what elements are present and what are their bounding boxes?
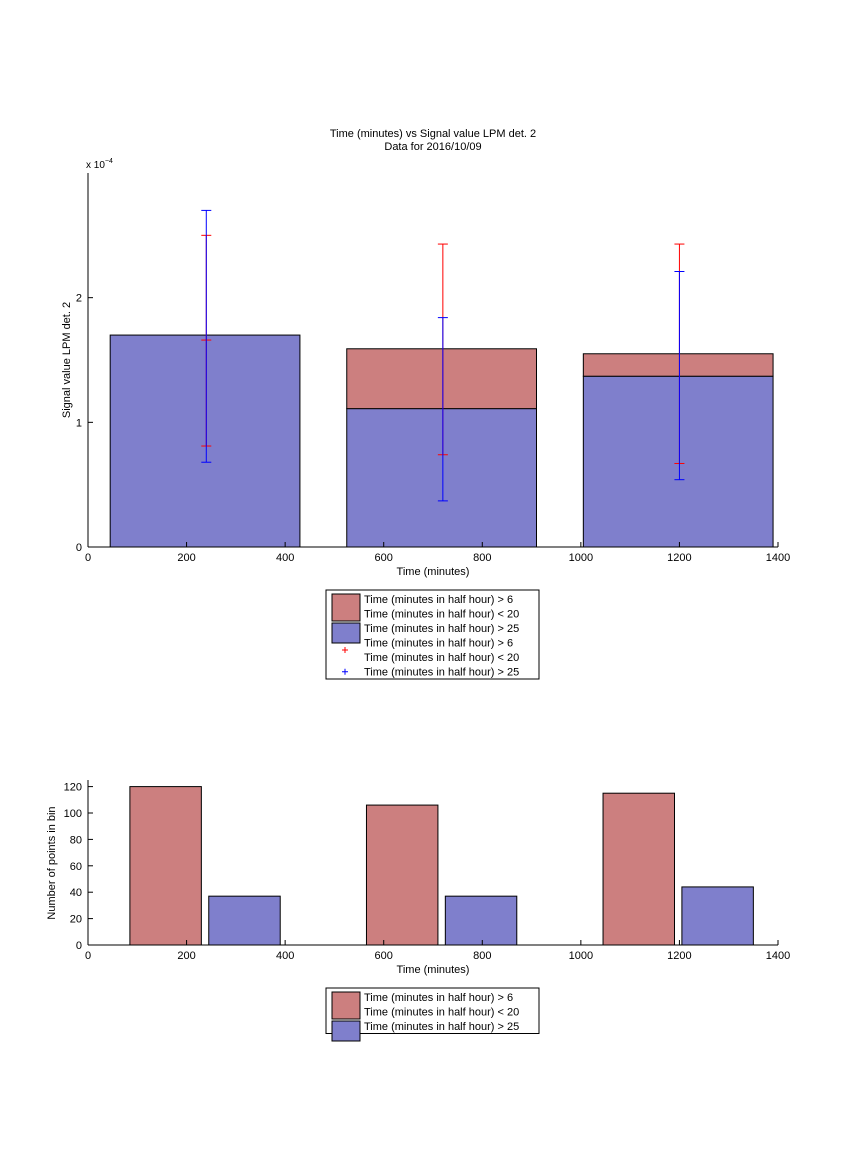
blue-legend-swatch	[331, 622, 361, 644]
legend-label: Time (minutes in half hour) < 20	[364, 652, 519, 664]
y-tick-label: 80	[70, 834, 82, 846]
legend-label: Time (minutes in half hour) > 6	[364, 992, 513, 1004]
x-tick-label: 0	[85, 552, 91, 564]
y-tick-label: 100	[64, 808, 82, 820]
blue-bar	[109, 334, 301, 548]
blue-bar	[681, 886, 754, 946]
blue-bar	[444, 895, 518, 946]
y-exponent-power: −4	[105, 158, 113, 165]
x-tick-label: 600	[375, 552, 393, 564]
x-tick-label: 1000	[569, 950, 593, 962]
red-legend-swatch	[331, 593, 361, 622]
y-tick-label: 2	[76, 293, 82, 305]
y-tick-label: 60	[70, 861, 82, 873]
chart-subtitle: Data for 2016/10/09	[384, 141, 481, 153]
red-legend-swatch	[331, 991, 361, 1020]
legend-label: Time (minutes in half hour) > 25	[364, 667, 519, 679]
y-exponent-base: x 10	[86, 160, 105, 171]
blue-bar	[208, 895, 281, 946]
x-tick-label: 800	[473, 552, 491, 564]
x-tick-label: 1200	[667, 552, 691, 564]
x-axis-label: Time (minutes)	[397, 566, 470, 578]
blue-bar	[582, 375, 774, 548]
y-tick-label: 1	[76, 417, 82, 429]
x-tick-label: 200	[177, 950, 195, 962]
chart-title: Time (minutes) vs Signal value LPM det. …	[330, 128, 536, 140]
x-tick-label: 600	[375, 950, 393, 962]
red-bar	[602, 792, 675, 946]
legend-label: Time (minutes in half hour) < 20	[364, 609, 519, 621]
y-exponent-label: x 10−4	[86, 158, 113, 171]
x-tick-label: 400	[276, 950, 294, 962]
legend-box	[325, 987, 540, 1034]
x-tick-label: 400	[276, 552, 294, 564]
x-tick-label: 1400	[766, 552, 790, 564]
legend-label: Time (minutes in half hour) > 6	[364, 638, 513, 650]
legend-label: Time (minutes in half hour) > 6	[364, 594, 513, 606]
legend-label: Time (minutes in half hour) > 25	[364, 1021, 519, 1033]
x-tick-label: 0	[85, 950, 91, 962]
legend-label: Time (minutes in half hour) < 20	[364, 1007, 519, 1019]
red-bar	[129, 786, 202, 946]
blue-bar	[346, 408, 537, 548]
legend-box	[325, 589, 540, 680]
signal-chart: Time (minutes) vs Signal value LPM det. …	[61, 128, 790, 680]
y-tick-label: 40	[70, 887, 82, 899]
y-tick-label: 20	[70, 914, 82, 926]
x-tick-label: 800	[473, 950, 491, 962]
y-axis-label: Number of points in bin	[46, 806, 58, 919]
red-bar	[582, 353, 774, 377]
y-tick-label: 0	[76, 542, 82, 554]
y-tick-label: 0	[76, 940, 82, 952]
legend-label: Time (minutes in half hour) > 25	[364, 623, 519, 635]
y-axis-label: Signal value LPM det. 2	[61, 302, 73, 418]
x-tick-label: 1400	[766, 950, 790, 962]
red-bar	[346, 348, 537, 410]
x-axis-label: Time (minutes)	[397, 964, 470, 976]
count-chart: Time (minutes) Number of points in bin 0…	[46, 780, 790, 1042]
y-tick-label: 120	[64, 782, 82, 794]
blue-legend-swatch	[331, 1020, 361, 1042]
red-bar	[365, 804, 439, 946]
x-tick-label: 1200	[667, 950, 691, 962]
x-tick-label: 200	[177, 552, 195, 564]
x-tick-label: 1000	[569, 552, 593, 564]
